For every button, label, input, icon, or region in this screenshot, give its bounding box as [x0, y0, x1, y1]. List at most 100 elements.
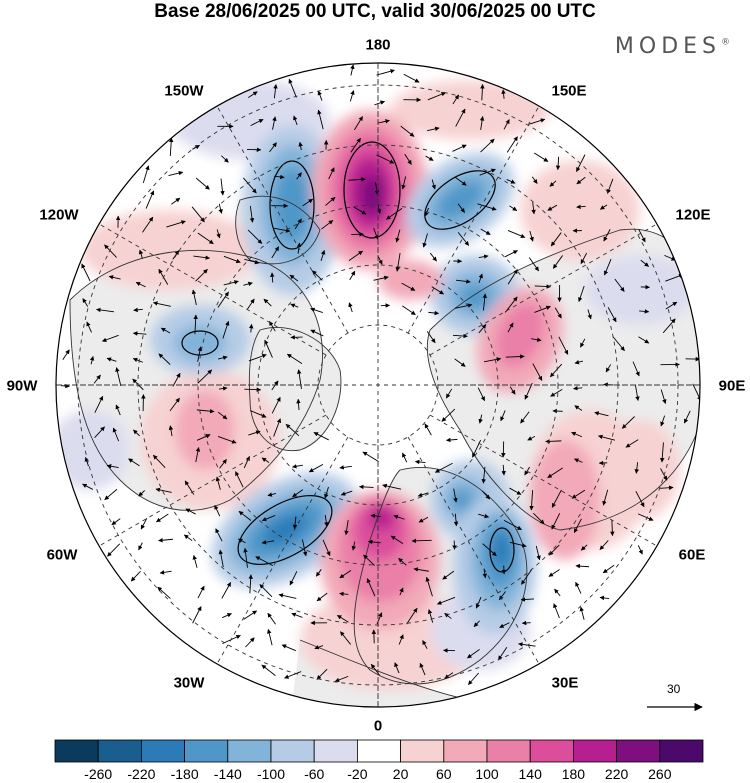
wind-vector	[315, 569, 322, 577]
wind-vector	[296, 369, 302, 389]
wind-vector	[245, 637, 255, 648]
wind-vector	[574, 458, 583, 463]
wind-vector	[196, 434, 211, 441]
wind-vector	[417, 492, 429, 497]
wind-vector	[520, 597, 535, 602]
wind-vector	[317, 90, 323, 101]
lon-label-120e: 120E	[675, 206, 711, 224]
wind-vector	[602, 489, 609, 506]
wind-vector	[395, 229, 401, 243]
wind-vector	[367, 539, 381, 545]
modes-logo: MODES®	[615, 34, 730, 59]
wind-vector	[662, 318, 676, 334]
wind-vector	[528, 257, 540, 272]
wind-vector	[555, 156, 561, 171]
wind-vector	[222, 320, 230, 339]
wind-vector	[554, 588, 561, 597]
wind-vector	[398, 634, 404, 645]
wind-vector	[504, 250, 518, 258]
wind-vector	[547, 204, 558, 211]
wind-vector	[191, 206, 205, 223]
wind-vector	[168, 137, 174, 156]
wind-vector	[665, 301, 678, 310]
wind-vector	[499, 622, 510, 628]
wind-vector	[454, 358, 466, 367]
wind-vector	[197, 585, 205, 599]
wind-vector	[223, 280, 239, 286]
wind-vector	[520, 411, 530, 424]
wind-vector	[263, 298, 272, 307]
wind-vector	[348, 177, 366, 182]
wind-vector	[340, 631, 351, 645]
colorbar-tick-label: 180	[561, 766, 586, 782]
wind-vector	[509, 386, 516, 395]
wind-vector	[222, 613, 232, 619]
wind-vector	[166, 220, 186, 228]
wind-vector	[390, 535, 404, 545]
wind-vector	[156, 513, 169, 523]
wind-vector	[145, 190, 155, 209]
wind-vector	[308, 463, 324, 473]
wind-vector	[316, 592, 328, 602]
wind-vector	[386, 208, 403, 220]
map-title: Base 28/06/2025 00 UTC, valid 30/06/2025…	[154, 1, 596, 22]
wind-vector	[639, 309, 650, 314]
wind-vector	[160, 327, 171, 334]
wind-vector	[158, 537, 173, 543]
wind-vector	[169, 397, 180, 412]
wind-vector	[573, 518, 582, 533]
wind-vector	[402, 305, 416, 316]
wind-vector	[353, 206, 367, 215]
wind-vector	[503, 519, 522, 531]
wind-vector	[482, 293, 488, 311]
wind-vector	[215, 476, 221, 490]
lon-label-180: 180	[365, 36, 391, 54]
wind-vector	[377, 119, 390, 124]
wind-vector	[434, 462, 453, 473]
wind-vector	[500, 410, 506, 422]
wind-vector	[289, 571, 298, 586]
wind-vector	[411, 538, 432, 544]
wind-vector	[243, 610, 258, 620]
colorbar-tick-label: -20	[347, 766, 368, 782]
wind-vector	[634, 462, 639, 474]
colorbar	[54, 739, 704, 763]
wind-vector	[237, 538, 246, 544]
wind-vector	[579, 606, 585, 620]
wind-vector	[349, 90, 355, 102]
colorbar-tick-label: 220	[604, 766, 629, 782]
reference-vector-label: 30	[667, 682, 681, 696]
wind-vector	[481, 466, 486, 484]
wind-vector	[351, 541, 357, 551]
wind-vector	[172, 372, 181, 387]
wind-vector	[317, 109, 324, 130]
wind-vector	[427, 609, 434, 623]
colorbar-swatch	[356, 739, 401, 763]
wind-vector	[334, 675, 349, 683]
wind-vector	[393, 514, 405, 520]
wind-vector	[339, 591, 349, 597]
colorbar-tick-label: -260	[84, 766, 113, 782]
wind-vector	[197, 346, 203, 362]
wind-vector	[571, 489, 586, 499]
wind-vector	[301, 539, 308, 557]
wind-vector	[243, 547, 248, 568]
wind-vector	[614, 278, 625, 292]
colorbar-tick-label: -140	[213, 766, 242, 782]
graticule	[56, 63, 700, 707]
lon-label-30e: 30E	[551, 674, 579, 692]
wind-vector	[402, 452, 408, 463]
wind-vector	[261, 664, 276, 676]
wind-vector	[366, 578, 376, 597]
wind-vector	[155, 487, 172, 493]
wind-vector	[453, 513, 459, 527]
wind-vector	[193, 314, 198, 335]
wind-vector	[376, 203, 382, 214]
lon-label-60w: 60W	[46, 546, 78, 564]
wind-vector	[324, 515, 329, 527]
wind-vector	[339, 570, 352, 579]
wind-vector	[621, 416, 635, 429]
wind-vector	[400, 125, 415, 137]
wind-vector	[339, 465, 352, 470]
wind-vector	[218, 203, 223, 214]
